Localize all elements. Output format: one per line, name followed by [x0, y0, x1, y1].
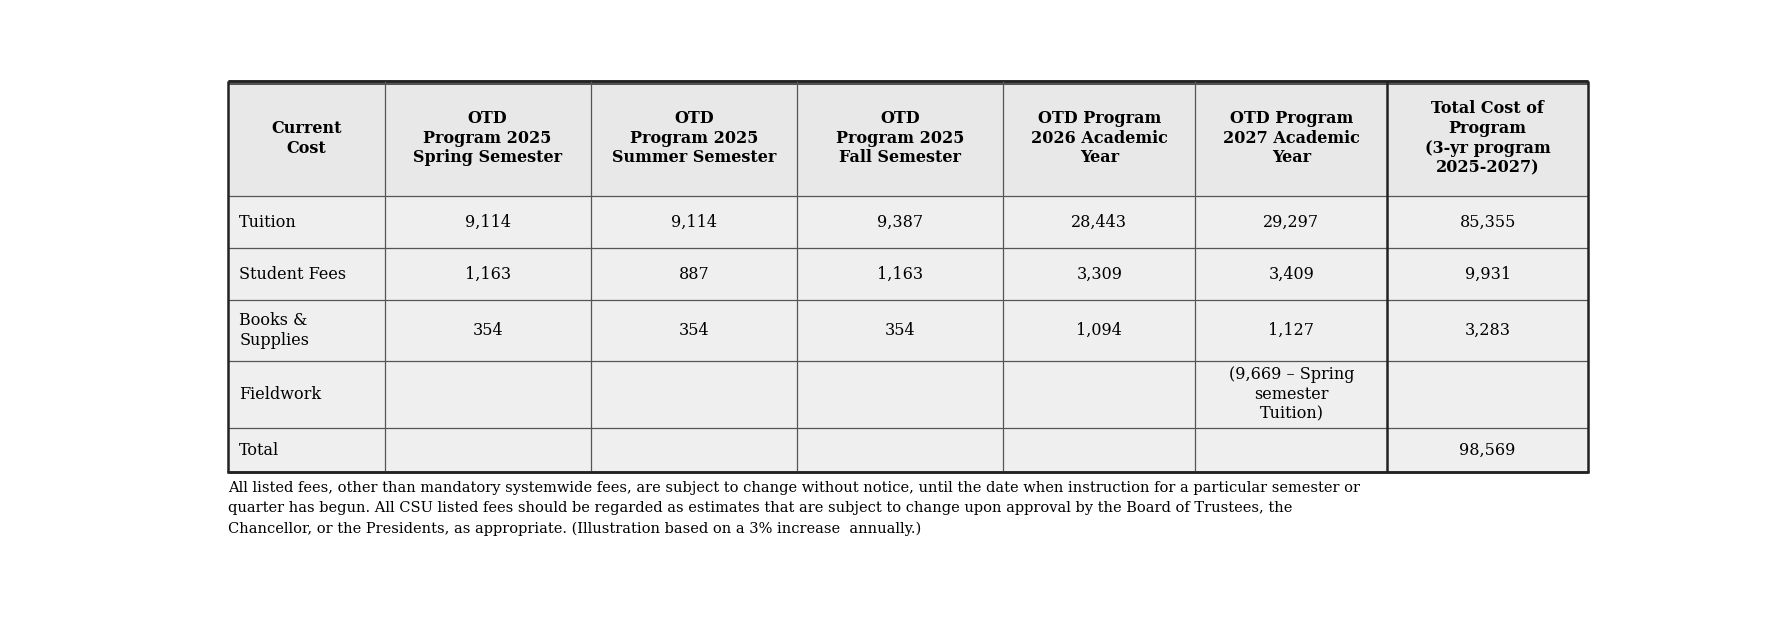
Bar [1196, 361, 1387, 428]
Bar [1387, 196, 1588, 248]
Text: 29,297: 29,297 [1263, 214, 1320, 231]
Bar [1387, 81, 1588, 196]
Bar [1003, 428, 1196, 473]
Text: 9,114: 9,114 [672, 214, 718, 231]
Text: 1,127: 1,127 [1269, 322, 1315, 339]
Text: (9,669 – Spring
semester
Tuition): (9,669 – Spring semester Tuition) [1228, 367, 1354, 422]
Text: Total Cost of
Program
(3-yr program
2025-2027): Total Cost of Program (3-yr program 2025… [1425, 100, 1550, 176]
Bar [385, 248, 590, 300]
Bar [590, 196, 797, 248]
Bar [385, 361, 590, 428]
Bar [1196, 196, 1387, 248]
Bar [797, 361, 1003, 428]
Text: 3,409: 3,409 [1269, 265, 1315, 283]
Text: Tuition: Tuition [239, 214, 298, 231]
Text: 9,114: 9,114 [464, 214, 510, 231]
Bar [229, 300, 385, 361]
Text: 3,309: 3,309 [1076, 265, 1122, 283]
Text: OTD
Program 2025
Summer Semester: OTD Program 2025 Summer Semester [611, 111, 776, 166]
Bar [229, 81, 385, 196]
Text: Current
Cost: Current Cost [271, 120, 342, 157]
Text: 354: 354 [884, 322, 916, 339]
Bar [1387, 248, 1588, 300]
Text: 1,163: 1,163 [877, 265, 923, 283]
Text: Fieldwork: Fieldwork [239, 386, 321, 403]
Text: 9,387: 9,387 [877, 214, 923, 231]
Bar [590, 428, 797, 473]
Bar [797, 81, 1003, 196]
Text: 28,443: 28,443 [1072, 214, 1127, 231]
Bar [1387, 428, 1588, 473]
Text: Books &
Supplies: Books & Supplies [239, 312, 310, 349]
Bar [797, 428, 1003, 473]
Bar [1003, 81, 1196, 196]
Text: 887: 887 [679, 265, 709, 283]
Text: Student Fees: Student Fees [239, 265, 347, 283]
Bar [590, 248, 797, 300]
Bar [1196, 300, 1387, 361]
Text: 9,931: 9,931 [1465, 265, 1512, 283]
Bar [1003, 196, 1196, 248]
Bar [229, 428, 385, 473]
Text: OTD Program
2026 Academic
Year: OTD Program 2026 Academic Year [1031, 111, 1168, 166]
Text: 3,283: 3,283 [1465, 322, 1512, 339]
Bar [590, 361, 797, 428]
Bar [385, 300, 590, 361]
Text: 85,355: 85,355 [1460, 214, 1515, 231]
Bar [797, 300, 1003, 361]
Bar [797, 248, 1003, 300]
Text: 354: 354 [473, 322, 503, 339]
Bar [1196, 428, 1387, 473]
Text: 98,569: 98,569 [1460, 442, 1515, 459]
Text: OTD
Program 2025
Spring Semester: OTD Program 2025 Spring Semester [413, 111, 562, 166]
Bar [590, 81, 797, 196]
Bar [229, 196, 385, 248]
Text: Total: Total [239, 442, 280, 459]
Bar [1003, 361, 1196, 428]
Text: OTD
Program 2025
Fall Semester: OTD Program 2025 Fall Semester [836, 111, 964, 166]
Text: OTD Program
2027 Academic
Year: OTD Program 2027 Academic Year [1223, 111, 1359, 166]
Text: All listed fees, other than mandatory systemwide fees, are subject to change wit: All listed fees, other than mandatory sy… [229, 481, 1361, 536]
Bar [1387, 300, 1588, 361]
Bar [229, 248, 385, 300]
Bar [385, 428, 590, 473]
Bar [1003, 300, 1196, 361]
Bar [385, 81, 590, 196]
Bar [1003, 248, 1196, 300]
Text: 1,163: 1,163 [464, 265, 510, 283]
Bar [229, 361, 385, 428]
Text: 1,094: 1,094 [1076, 322, 1122, 339]
Bar [1196, 81, 1387, 196]
Bar [1387, 361, 1588, 428]
Bar [1196, 248, 1387, 300]
Text: 354: 354 [679, 322, 709, 339]
Bar [590, 300, 797, 361]
Bar [797, 196, 1003, 248]
Bar [385, 196, 590, 248]
